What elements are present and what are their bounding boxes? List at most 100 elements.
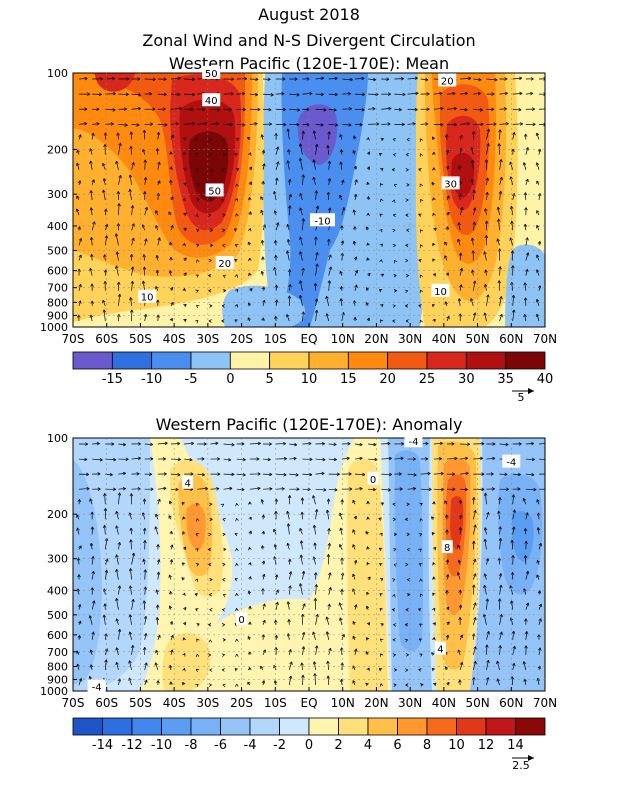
- anomaly-wind-vector-head: [182, 653, 186, 657]
- mean-wind-vector-head: [388, 106, 392, 111]
- mean-wind-vector-head: [233, 228, 238, 232]
- mean-wind-vector: [538, 285, 541, 291]
- anomaly-wind-vector-head: [374, 457, 378, 462]
- anomaly-wind-vector: [170, 649, 173, 655]
- mean-wind-vector-head: [459, 284, 463, 288]
- mean-wind-vector-head: [365, 226, 369, 230]
- anomaly-wind-vector-head: [471, 497, 476, 501]
- anomaly-wind-vector-head: [143, 569, 147, 573]
- anomaly-wind-vector-head: [419, 593, 424, 597]
- mean-wind-vector-head: [209, 228, 213, 232]
- mean-wind-vector: [170, 225, 174, 231]
- mean-wind-vector-head: [425, 77, 429, 82]
- mean-wind-vector: [275, 146, 279, 155]
- anomaly-wind-vector-head: [300, 497, 305, 501]
- anomaly-wind-vector: [328, 603, 330, 610]
- anomaly-wind-vector: [457, 544, 461, 550]
- anomaly-wind-vector-head: [144, 679, 148, 683]
- mean-wind-vector-head: [244, 77, 248, 81]
- anomaly-wind-vector: [118, 472, 126, 475]
- anomaly-wind-vector: [144, 569, 146, 580]
- anomaly-colorbar-swatch: [338, 717, 369, 736]
- mean-wind-vector: [116, 251, 119, 261]
- mean-wind-vector: [536, 254, 540, 261]
- mean-wind-vector: [115, 265, 119, 276]
- mean-wind-vector-head: [257, 107, 261, 112]
- anomaly-wind-vector-head: [274, 619, 278, 623]
- anomaly-wind-vector-head: [392, 578, 396, 582]
- mean-wind-vector: [340, 149, 343, 155]
- mean-wind-vector: [273, 191, 277, 201]
- mean-wind-vector: [510, 176, 514, 185]
- mean-wind-vector: [486, 294, 489, 306]
- mean-wind-vector-head: [301, 218, 306, 222]
- mean-wind-vector-head: [340, 240, 345, 244]
- anomaly-wind-vector-head: [274, 634, 279, 639]
- mean-wind-vector-head: [260, 270, 265, 275]
- mean-wind-vector-head: [275, 222, 280, 226]
- mean-wind-vector-head: [301, 267, 305, 271]
- anomaly-wind-vector-head: [378, 547, 383, 551]
- mean-wind-vector-head: [242, 91, 246, 96]
- anomaly-wind-vector: [90, 664, 93, 671]
- anomaly-wind-vector-head: [496, 660, 500, 665]
- anomaly-wind-vector-head: [379, 607, 383, 612]
- mean-wind-vector-head: [509, 176, 513, 180]
- mean-wind-vector-head: [268, 107, 272, 112]
- anomaly-wind-vector-head: [117, 585, 122, 589]
- anomaly-wind-vector: [381, 458, 392, 460]
- anomaly-wind-vector-head: [195, 683, 199, 688]
- mean-wind-vector-head: [496, 206, 501, 210]
- anomaly-wind-vector-head: [257, 486, 261, 491]
- anomaly-wind-vector: [523, 661, 527, 671]
- anomaly-wind-vector: [326, 509, 330, 520]
- mean-wind-vector-head: [497, 280, 501, 284]
- anomaly-wind-vector-head: [274, 498, 279, 502]
- mean-wind-vector-head: [247, 302, 252, 306]
- mean-wind-vector-head: [222, 138, 227, 142]
- mean-wind-vector-head: [155, 255, 159, 259]
- mean-wind-vector-head: [262, 299, 266, 304]
- anomaly-wind-vector-head: [365, 682, 369, 686]
- anomaly-wind-vector: [289, 458, 297, 460]
- anomaly-wind-vector-head: [313, 542, 317, 546]
- anomaly-wind-vector-head: [314, 509, 319, 513]
- mean-wind-vector: [89, 148, 93, 155]
- mean-wind-vector-head: [102, 299, 106, 304]
- mean-wind-vector-head: [195, 214, 199, 218]
- anomaly-wind-vector-head: [129, 493, 134, 497]
- anomaly-wind-vector-head: [353, 560, 358, 564]
- mean-contour-label: 20: [218, 259, 231, 270]
- mean-contour-label-box: [202, 66, 221, 79]
- anomaly-wind-vector-head: [326, 554, 331, 558]
- anomaly-wind-vector-head: [283, 473, 287, 477]
- mean-wind-vector-head: [169, 241, 173, 246]
- mean-wind-vector-head: [349, 77, 353, 82]
- anomaly-wind-vector-head: [163, 472, 167, 476]
- anomaly-wind-vector-head: [248, 516, 252, 521]
- mean-wind-vector: [341, 179, 344, 185]
- mean-wind-vector-head: [353, 317, 357, 321]
- mean-wind-vector-head: [415, 91, 419, 96]
- anomaly-wind-vector-head: [268, 442, 272, 446]
- mean-wind-vector-head: [235, 168, 240, 172]
- anomaly-wind-vector-head: [288, 558, 292, 563]
- anomaly-wind-vector: [315, 488, 327, 491]
- mean-wind-vector-head: [163, 77, 167, 81]
- mean-wind-vector-head: [169, 151, 173, 155]
- anomaly-wind-vector-head: [223, 547, 227, 552]
- mean-contour-label-box: [309, 213, 335, 227]
- mean-wind-vector: [142, 149, 146, 155]
- mean-wind-vector-head: [366, 257, 370, 261]
- anomaly-wind-vector: [313, 661, 316, 670]
- mean-wind-vector: [299, 158, 303, 170]
- anomaly-wind-vector-head: [483, 573, 487, 577]
- anomaly-wind-vector: [78, 499, 80, 505]
- anomaly-wind-vector: [155, 513, 159, 520]
- anomaly-wind-vector: [78, 635, 80, 640]
- mean-wind-vector-head: [366, 166, 371, 170]
- anomaly-wind-vector: [103, 588, 106, 595]
- mean-wind-vector-head: [470, 179, 475, 183]
- anomaly-wind-vector: [538, 647, 541, 655]
- mean-wind-vector-head: [405, 304, 409, 308]
